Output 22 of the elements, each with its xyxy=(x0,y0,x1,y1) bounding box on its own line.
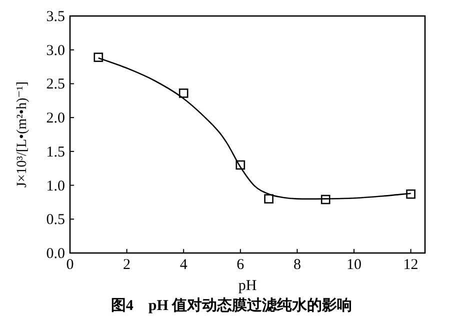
y-tick-label: 1.5 xyxy=(46,144,65,160)
text: 图4 pH 值对动态膜过滤纯水的影响 xyxy=(110,297,352,314)
x-axis-title: pH xyxy=(238,278,257,294)
y-tick-label: 2.0 xyxy=(46,110,65,127)
x-tick-label: 4 xyxy=(180,257,188,273)
y-tick-label: 1.0 xyxy=(46,178,65,194)
x-tick-label: 0 xyxy=(66,257,74,273)
x-tick-label: 6 xyxy=(236,257,245,273)
y-axis-title: J×10³/[L•(m²•h)⁻¹] xyxy=(15,81,30,188)
y-tick-label: 0.0 xyxy=(46,246,65,262)
x-tick-label: 8 xyxy=(293,257,301,273)
x-tick-label: 12 xyxy=(403,257,418,273)
point xyxy=(178,88,188,98)
point xyxy=(406,189,416,199)
y-tick-label: 3.0 xyxy=(46,42,65,59)
x-tick-label: 10 xyxy=(346,257,362,273)
y-tick-label: 0.5 xyxy=(46,212,65,228)
y-tick-label: 2.5 xyxy=(46,76,65,93)
point xyxy=(264,194,274,204)
y-tick-label: 3.5 xyxy=(46,9,65,25)
point xyxy=(94,52,104,62)
x-tick-label: 2 xyxy=(123,257,131,273)
